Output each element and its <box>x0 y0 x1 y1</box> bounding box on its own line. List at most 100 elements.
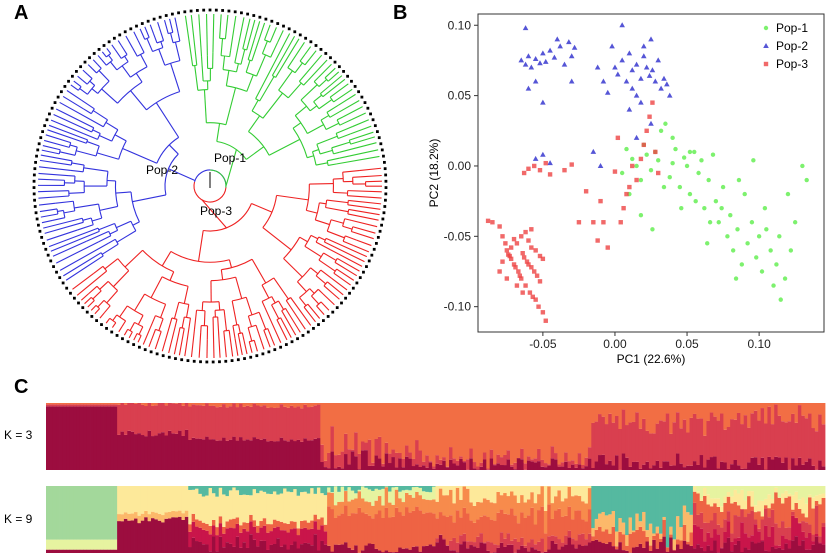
tree-tip-branch <box>117 40 122 46</box>
tree-tip-branch <box>351 230 374 240</box>
tip-marker <box>56 95 60 99</box>
tree-branch <box>276 194 309 201</box>
tree-branch <box>251 99 259 112</box>
tree-tip-branch <box>348 199 382 205</box>
tree-tip-branch <box>163 19 169 34</box>
k3-bar-segment <box>354 403 358 433</box>
k9-bar-segment <box>703 495 707 523</box>
k3-bar-segment <box>787 421 792 470</box>
k3-bar-segment <box>289 403 294 406</box>
k3-bar-segment <box>557 466 562 470</box>
k3-bar-segment <box>421 403 426 462</box>
k9-bar-segment <box>537 510 541 542</box>
k3-bar-segment <box>96 404 101 407</box>
tree-branch <box>119 305 128 318</box>
k3-bar-segment <box>103 403 108 405</box>
k9-bar-segment <box>408 494 413 513</box>
k9-bar-segment <box>564 535 568 545</box>
k9-bar-segment <box>486 486 491 500</box>
k9-bar-segment <box>167 511 172 519</box>
tree-tip-branch <box>157 22 161 29</box>
tip-marker <box>258 15 262 19</box>
k9-bar-segment <box>157 513 162 521</box>
k9-bar-segment <box>493 503 497 521</box>
k9-bar-segment <box>164 486 169 513</box>
tree-branch <box>197 230 204 262</box>
k9-bar-segment <box>83 549 88 553</box>
data-point <box>670 135 675 141</box>
k9-bar-segment <box>821 493 826 498</box>
k9-bar-segment <box>79 549 84 553</box>
k9-bar-segment <box>110 549 115 553</box>
k3-bar-segment <box>215 440 220 470</box>
k9-bar-segment <box>178 510 182 517</box>
k3-bar-segment <box>743 415 748 469</box>
tree-tip-branch <box>323 285 340 300</box>
k9-bar-segment <box>631 532 636 548</box>
k3-bar-segment <box>821 466 826 470</box>
tree-tip-branch <box>48 124 88 141</box>
k9-bar-segment <box>523 547 528 553</box>
k3-bar-segment <box>584 403 589 458</box>
k9-bar-segment <box>615 546 619 550</box>
tip-marker <box>58 276 62 280</box>
k3-bar-segment <box>350 451 355 470</box>
k9-bar-segment <box>787 486 792 494</box>
k3-bar-segment <box>150 405 155 437</box>
k3-bar-segment <box>696 418 701 465</box>
k3-bar-segment <box>218 403 223 407</box>
data-point <box>638 75 644 81</box>
tree-branch <box>116 220 132 229</box>
k9-bar-segment <box>154 512 159 520</box>
k9-bar-segment <box>692 548 697 553</box>
tree-tip-branch <box>44 139 70 148</box>
data-point <box>615 135 621 141</box>
k9-bar-segment <box>482 515 487 543</box>
k9-bar-segment <box>703 551 707 553</box>
k9-bar-segment <box>79 486 84 540</box>
tree-tip-branch <box>128 331 133 339</box>
tree-branch <box>306 209 318 214</box>
tree-tip-branch <box>77 75 83 81</box>
tree-branch <box>318 236 326 241</box>
k9-bar-segment <box>377 486 382 490</box>
data-point <box>524 259 530 264</box>
data-point <box>618 220 623 225</box>
k3-bar-segment <box>242 440 247 470</box>
k3-bar-segment <box>110 404 115 407</box>
k9-bar-segment <box>601 512 606 532</box>
k9-bar-segment <box>418 486 423 488</box>
tree-branch <box>106 290 119 304</box>
tree-branch <box>57 209 64 213</box>
k9-bar-segment <box>540 538 545 553</box>
k9-bar-segment <box>675 486 680 517</box>
k9-bar-segment <box>564 498 568 516</box>
k3-bar-segment <box>110 406 115 470</box>
tip-marker <box>373 124 377 128</box>
k3-bar-segment <box>449 459 453 470</box>
k3-bar-segment <box>208 403 213 406</box>
data-point <box>641 142 646 148</box>
tree-branch <box>201 301 204 311</box>
tree-branch <box>240 49 246 65</box>
k9-bar-segment <box>398 486 403 492</box>
k9-bar-segment <box>530 486 535 493</box>
k9-bar-segment <box>462 486 467 508</box>
k3-bar-segment <box>455 465 460 470</box>
k9-bar-segment <box>435 518 440 539</box>
k3-bar-segment <box>543 463 548 468</box>
k9-bar-segment <box>469 541 474 546</box>
k3-bar-segment <box>476 403 480 467</box>
tree-arc <box>216 140 247 160</box>
k9-bar-segment <box>472 486 477 506</box>
k9-bar-segment <box>669 534 673 538</box>
tip-marker <box>46 253 50 257</box>
k3-bar-segment <box>255 439 260 470</box>
tip-marker <box>306 330 310 334</box>
tree-branch <box>63 210 75 214</box>
k9-bar-segment <box>459 544 463 553</box>
data-point <box>725 234 730 239</box>
k9-bar-segment <box>787 540 792 549</box>
data-point <box>551 54 558 60</box>
k3-bar-segment <box>211 405 216 440</box>
